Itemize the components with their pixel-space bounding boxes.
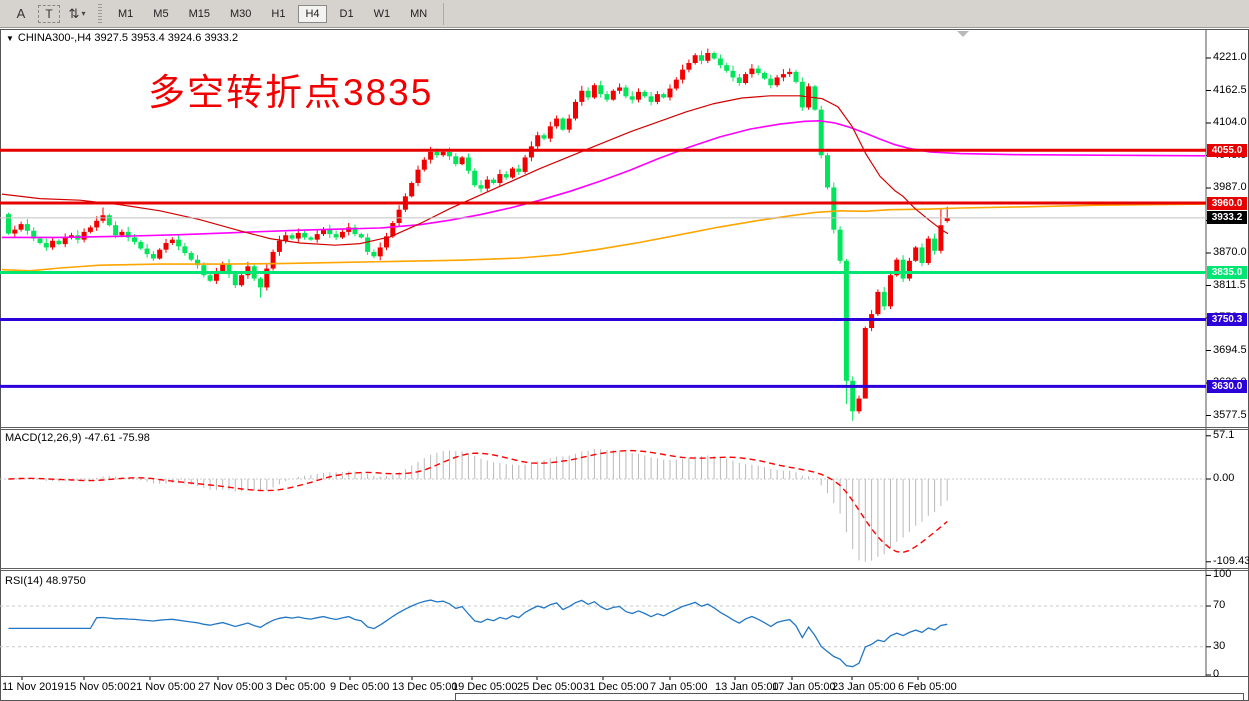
toolbar: A T ⇅ ▾ M1 M5 M15 M30 H1 H4 D1 W1 MN — [0, 0, 1249, 28]
timeframe-button-m1[interactable]: M1 — [118, 7, 134, 20]
label-tool-button[interactable]: A — [16, 6, 26, 21]
macd-indicator-label: MACD(12,26,9) -47.61 -75.98 — [5, 432, 150, 444]
timeframe-button-h4[interactable]: H4 — [298, 4, 327, 23]
toolbar-tools: A T ⇅ ▾ — [8, 4, 90, 24]
ohlc-values-label: 3927.5 3953.4 3924.6 3933.2 — [94, 32, 239, 44]
chart-title: ▼ CHINA300-,H4 3927.5 3953.4 3924.6 3933.… — [6, 32, 238, 44]
horizontal-scrollbar-thumb[interactable] — [455, 693, 1244, 701]
timeframe-button-d1[interactable]: D1 — [339, 7, 354, 20]
toolbar-separator — [443, 2, 445, 25]
collapse-chart-icon[interactable]: ▼ — [6, 34, 14, 43]
timeframe-button-m5[interactable]: M5 — [153, 7, 169, 20]
timeframe-button-mn[interactable]: MN — [410, 7, 428, 20]
toolbar-grip — [98, 3, 102, 24]
rsi-indicator-label: RSI(14) 48.9750 — [5, 575, 86, 587]
symbol-period-label: CHINA300-,H4 — [17, 32, 92, 44]
timeframe-buttons: M1 M5 M15 M30 H1 H4 D1 W1 MN — [110, 4, 435, 23]
timeframe-button-m30[interactable]: M30 — [229, 7, 252, 20]
timeframe-button-h1[interactable]: H1 — [271, 7, 286, 20]
annotation-text: 多空转折点3835 — [148, 72, 434, 113]
dropdown-caret-icon: ▾ — [81, 9, 86, 18]
arrows-tool-button[interactable]: ⇅ ▾ — [68, 5, 86, 21]
timeframe-button-w1[interactable]: W1 — [373, 7, 391, 20]
text-tool-button[interactable]: T — [38, 4, 60, 23]
timeframe-button-m15[interactable]: M15 — [188, 7, 210, 20]
